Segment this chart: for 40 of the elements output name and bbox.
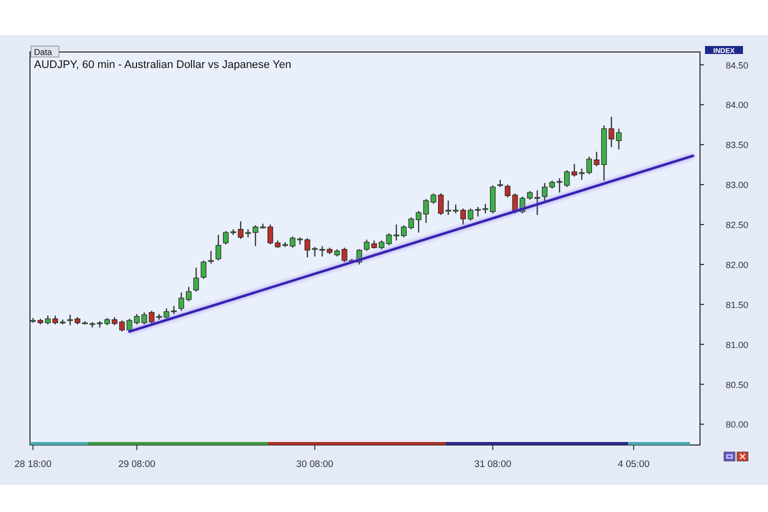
- candlestick: [542, 182, 548, 202]
- candlestick: [586, 156, 592, 175]
- candlestick: [400, 224, 407, 238]
- candlestick: [141, 312, 148, 325]
- candlestick: [216, 234, 222, 262]
- y-tick-label: 80.00: [726, 420, 748, 430]
- candlestick: [268, 224, 274, 246]
- y-tick-label: 82.50: [726, 220, 748, 230]
- x-tick-label: 29 08:00: [118, 459, 156, 470]
- annotation: Data: [34, 47, 52, 57]
- candlestick: [312, 246, 318, 258]
- candlestick: [223, 230, 229, 246]
- y-tick-label: 80.50: [726, 380, 748, 390]
- candlestick: [208, 250, 214, 264]
- x-tick-label: 4 05:00: [618, 459, 650, 470]
- y-tick-label: 84.00: [726, 100, 748, 110]
- x-tick-label: 28 18:00: [14, 459, 52, 470]
- x-tick-label: 31 08:00: [474, 459, 512, 470]
- x-tick-label: 30 08:00: [296, 459, 334, 470]
- candlestick: [134, 313, 140, 325]
- candlestick: [534, 190, 540, 216]
- y-tick-label: 81.50: [726, 300, 748, 310]
- candlestick: [200, 260, 206, 280]
- candlestick: [186, 286, 192, 302]
- candlestick: [364, 239, 370, 252]
- y-tick-label: 83.50: [726, 140, 748, 150]
- y-tick-label: 82.00: [726, 260, 748, 270]
- candlestick: [497, 179, 503, 188]
- y-tick-label: 83.00: [726, 180, 748, 190]
- text: AUDJPY, 60 min - Australian Dollar vs Japanese Yen: [34, 59, 292, 71]
- candlestick: [96, 320, 103, 328]
- y-tick-label: 81.00: [726, 340, 748, 350]
- candlestick: [178, 292, 184, 312]
- candlestick: [408, 216, 414, 230]
- candlestick: [578, 168, 585, 180]
- candlestick: [452, 204, 458, 214]
- candlestick: [445, 200, 452, 216]
- candlestick: [193, 267, 199, 292]
- y-tick-label: 84.50: [726, 60, 748, 70]
- candlestick: [319, 246, 326, 258]
